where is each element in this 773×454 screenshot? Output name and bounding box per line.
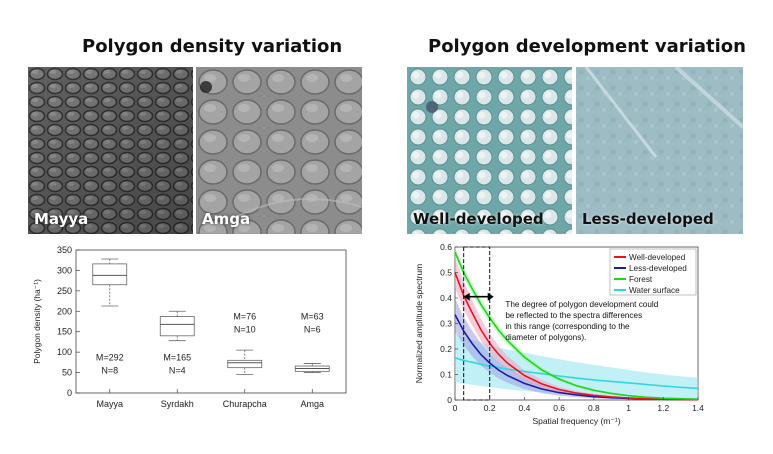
y-tick-label: 350 [57,245,72,255]
photo-label-amga: Amga [202,210,251,228]
photo-label-less-developed: Less-developed [582,210,714,228]
annotation-m-mayya: M=292 [96,352,124,362]
photo-less-developed: Less-developed [576,67,743,234]
y-tick-label: 150 [57,327,72,337]
density-box-plot: 0 50 100 150 200 250 300 350 Mayya Syrdakh Churapc… [32,245,347,409]
x-tick-label: 0 [453,403,458,413]
y-tick-label: 200 [57,306,72,316]
legend-label-forest: Forest [629,275,653,284]
y-tick-label: 0.4 [440,293,452,303]
box-churapcha [227,349,263,376]
photo-label-mayya: Mayya [34,210,89,228]
x-tick-label-churapcha: Churapcha [223,399,267,409]
legend-label-less-developed: Less-developed [629,264,687,273]
x-tick-label: 0.6 [553,403,565,413]
y-tick-label: 0.5 [440,268,452,278]
annotation-n-churapcha: N=10 [234,324,256,334]
range-arrow-head-right [487,292,494,301]
x-tick-label: 0.2 [484,403,496,413]
box-iqr [159,316,195,337]
photo-mayya: Mayya [28,67,193,234]
box-mayya [92,258,128,307]
box-syrdakh [159,310,195,342]
legend-label-well-developed: Well-developed [629,253,686,262]
box-amga [294,363,330,373]
annotation-m-amga: M=63 [301,311,324,321]
box-iqr [227,359,263,369]
right-panel-title: Polygon development variation [428,36,746,57]
legend-label-water-surface: Water surface [629,286,680,295]
y-tick-label: 100 [57,347,72,357]
x-tick-label: 0.4 [519,403,531,413]
y-tick-label: 0.2 [440,344,452,354]
y-axis-label: Normalized amplitude spectrum [414,264,424,384]
y-tick-label: 0.3 [440,319,452,329]
annotation-n-amga: N=6 [304,324,321,334]
y-tick-label: 250 [57,286,72,296]
y-tick-label: 50 [62,368,72,378]
less-developed-texture-image [576,67,743,234]
well-developed-texture-image [407,67,572,234]
y-tick-label: 0.6 [440,242,452,252]
y-tick-label: 0 [67,388,72,398]
left-panel-title: Polygon density variation [82,36,343,57]
amga-texture-image [196,67,362,234]
x-tick-label: 0.8 [588,403,600,413]
x-tick-label: 1.4 [692,403,704,413]
range-arrow-head-left [463,292,470,301]
highlight-range-box [463,246,491,401]
x-tick-label: 1.2 [657,403,669,413]
annotation-m-syrdakh: M=165 [163,352,191,362]
mayya-texture-image [28,67,193,234]
photo-label-well-developed: Well-developed [413,210,544,228]
spectrum-line-chart: The degree of polygon development could b… [414,242,704,426]
band-well-developed [455,257,698,400]
annotation-n-mayya: N=8 [101,365,118,375]
y-axis-label: Polygon density (ha⁻¹) [32,279,42,364]
photo-well-developed: Well-developed [407,67,572,234]
annotation-n-syrdakh: N=4 [169,365,186,375]
x-tick-label-mayya: Mayya [96,399,123,409]
box-iqr [92,263,128,286]
x-tick-label-syrdakh: Syrdakh [161,399,194,409]
x-tick-label: 1 [626,403,631,413]
y-tick-label: 300 [57,265,72,275]
line-well-developed [454,272,699,401]
y-tick-label: 0 [447,395,452,405]
spectrum-annotation: The degree of polygon development could b… [505,300,658,342]
line-forest [454,251,699,400]
x-tick-label-amga: Amga [300,399,324,409]
x-axis-label: Spatial frequency (m⁻¹) [532,416,620,426]
photo-amga: Amga [196,67,362,234]
annotation-m-churapcha: M=76 [233,311,256,321]
y-tick-label: 0.1 [440,370,452,380]
